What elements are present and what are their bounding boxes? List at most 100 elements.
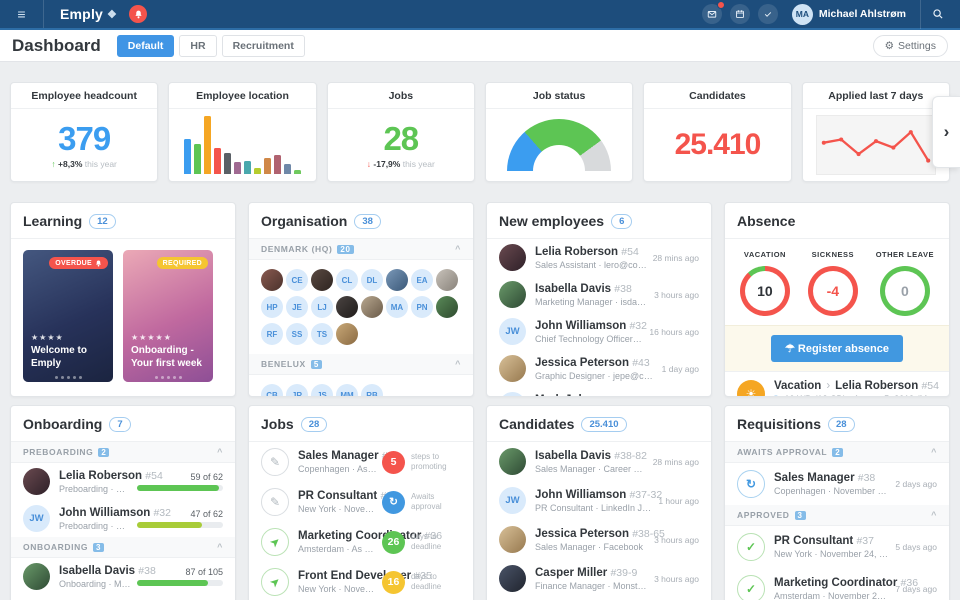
settings-button[interactable]: ⚙ Settings	[872, 34, 948, 57]
onboarding-row[interactable]: Isabella Davis #38 Onboarding · Marketin…	[11, 558, 235, 595]
member-avatar[interactable]	[311, 269, 333, 291]
member-avatar[interactable]: EA	[411, 269, 433, 291]
candidates-card: Candidates 25.410 Isabella Davis #38-82 …	[486, 405, 712, 600]
new-employees-count-badge: 6	[611, 213, 633, 229]
course-status-badge: REQUIRED	[156, 257, 208, 269]
employee-location-bar-chart	[183, 116, 301, 174]
course-tile[interactable]: OVERDUE ★★★★ Welcome to Emply	[23, 250, 113, 382]
section-name: AWAITS APPROVAL	[737, 447, 828, 457]
hamburger-menu-icon[interactable]: ≡	[0, 0, 44, 28]
onboarding-row[interactable]: Lelia Roberson #54 Preboarding · Sales A…	[11, 463, 235, 500]
search-icon	[932, 9, 943, 19]
search-button[interactable]	[920, 0, 954, 29]
course-tile[interactable]: REQUIRED ★★★★★ Onboarding - Your first w…	[123, 250, 213, 382]
member-avatar[interactable]: SS	[286, 323, 308, 345]
group-header[interactable]: BENELUX 5 ^	[249, 354, 473, 375]
candidate-row[interactable]: Jessica Peterson #38-65 Sales Manager · …	[487, 520, 711, 559]
tasks-button[interactable]	[757, 4, 778, 24]
requisition-row[interactable]: ✓ PR Consultant #37 New York · November …	[725, 526, 949, 568]
dashboard-tab[interactable]: Default	[116, 34, 175, 57]
section-count-badge: 2	[98, 447, 110, 457]
person-id: #38	[138, 564, 156, 577]
employee-row[interactable]: MJ Mark Johansson #27 PR Consultant · ma…	[487, 387, 711, 396]
section-header[interactable]: APPROVED 3 ^	[725, 505, 949, 526]
member-avatar[interactable]: PN	[411, 296, 433, 318]
inbox-button[interactable]	[701, 1, 725, 24]
member-avatar[interactable]: RF	[261, 323, 283, 345]
requisition-id: #37	[856, 535, 874, 547]
job-metric-badge: 16	[382, 570, 405, 594]
employee-row[interactable]: Lelia Roberson #54 Sales Assistant · ler…	[487, 239, 711, 276]
requisition-id: #36	[900, 577, 919, 589]
candidate-row[interactable]: JW John Williamson #37-32 PR Consultant …	[487, 481, 711, 520]
collapse-chevron-icon[interactable]: ^	[217, 542, 223, 552]
member-avatar[interactable]: MA	[386, 296, 408, 318]
onboarding-row[interactable]: JW John Williamson #32 Preboarding · Chi…	[11, 500, 235, 537]
onboarding-row[interactable]: RA Rebecca Allen #21 Onboarding · Back-O…	[11, 595, 235, 600]
job-row[interactable]: ✎ Sales Manager #38 Copenhagen · As soon…	[249, 442, 473, 482]
member-avatar[interactable]	[386, 269, 408, 291]
job-status-icon: ✎	[261, 488, 289, 516]
member-avatar[interactable]: CL	[336, 269, 358, 291]
member-avatar[interactable]	[361, 296, 383, 318]
member-avatar[interactable]: JR	[286, 384, 308, 396]
dashboard-tab[interactable]: HR	[179, 34, 217, 57]
candidates-count-badge: 25.410	[581, 416, 627, 432]
collapse-chevron-icon[interactable]: ^	[455, 359, 461, 369]
collapse-chevron-icon[interactable]: ^	[455, 244, 461, 254]
job-row[interactable]: ➤ Marketing Coordinator #36 Amsterdam · …	[249, 522, 473, 562]
notifications-bell-button[interactable]	[129, 5, 148, 23]
member-avatar[interactable]: HP	[261, 296, 283, 318]
employee-row[interactable]: JW John Williamson #32 Chief Technology …	[487, 313, 711, 350]
card-title: New employees	[499, 213, 605, 229]
requisition-row[interactable]: ✓ Marketing Coordinator #36 Amsterdam · …	[725, 568, 949, 600]
carousel-next-button[interactable]: ›	[932, 96, 960, 168]
requisition-title: PR Consultant	[774, 535, 854, 547]
job-row[interactable]: ➤ Front End Developer #35 New York · Nov…	[249, 562, 473, 600]
absence-entry-row[interactable]: ☀ Vacation Lelia Roberson #54 ↻10 WD (12 …	[725, 372, 949, 396]
section-header[interactable]: PREBOARDING 2 ^	[11, 442, 235, 463]
job-title: Sales Manager	[298, 450, 379, 462]
section-count-badge: 2	[832, 447, 844, 457]
dashboard-tab[interactable]: Recruitment	[221, 34, 305, 57]
member-avatar[interactable]: JE	[286, 296, 308, 318]
job-subtitle: New York · November 14, 2019	[298, 504, 378, 514]
member-avatar[interactable]: MM	[336, 384, 358, 396]
member-avatar[interactable]	[336, 296, 358, 318]
member-avatar[interactable]: CE	[286, 269, 308, 291]
avatar	[499, 244, 526, 271]
employee-row[interactable]: Jessica Peterson #43 Graphic Designer · …	[487, 350, 711, 387]
course-title: Welcome to Emply	[31, 345, 87, 369]
member-avatar[interactable]	[436, 269, 458, 291]
absence-gauges: VACATION 10 SICKNESS -4 OTHER LEAVE 0	[725, 239, 949, 325]
member-avatar[interactable]: JS	[311, 384, 333, 396]
brand-logo[interactable]: Emply ❖	[60, 6, 117, 22]
user-name: Michael Ahlstrøm	[818, 8, 906, 20]
section-header[interactable]: AWAITS APPROVAL 2 ^	[725, 442, 949, 463]
requisition-row[interactable]: ↻ Sales Manager #38 Copenhagen · Novembe…	[725, 463, 949, 505]
candidate-row[interactable]: Casper Miller #39-9 Finance Manager · Mo…	[487, 559, 711, 598]
member-avatar[interactable]	[261, 269, 283, 291]
calendar-button[interactable]	[729, 4, 750, 24]
kpi-title: Job status	[485, 83, 633, 109]
employee-row[interactable]: Isabella Davis #38 Marketing Manager · i…	[487, 276, 711, 313]
member-avatar[interactable]: TS	[311, 323, 333, 345]
collapse-chevron-icon[interactable]: ^	[931, 510, 937, 520]
candidate-row[interactable]: Isabella Davis #38-82 Sales Manager · Ca…	[487, 442, 711, 481]
member-avatar[interactable]	[436, 296, 458, 318]
member-avatar[interactable]: RB	[361, 384, 383, 396]
collapse-chevron-icon[interactable]: ^	[217, 447, 223, 457]
section-header[interactable]: ONBOARDING 3 ^	[11, 537, 235, 558]
member-avatar[interactable]: LJ	[311, 296, 333, 318]
collapse-chevron-icon[interactable]: ^	[931, 447, 937, 457]
member-avatar[interactable]: CB	[261, 384, 283, 396]
job-row[interactable]: ✎ PR Consultant #37 New York · November …	[249, 482, 473, 522]
bell-icon	[96, 259, 101, 266]
member-avatar[interactable]: DL	[361, 269, 383, 291]
member-avatar[interactable]	[336, 323, 358, 345]
user-menu[interactable]: MA Michael Ahlstrøm	[791, 3, 906, 25]
register-absence-button[interactable]: ☂ Register absence	[770, 335, 904, 362]
group-header[interactable]: DENMARK (HQ) 20 ^	[249, 239, 473, 260]
time-ago: 3 hours ago	[654, 289, 699, 300]
employee-id: #43	[632, 356, 650, 369]
